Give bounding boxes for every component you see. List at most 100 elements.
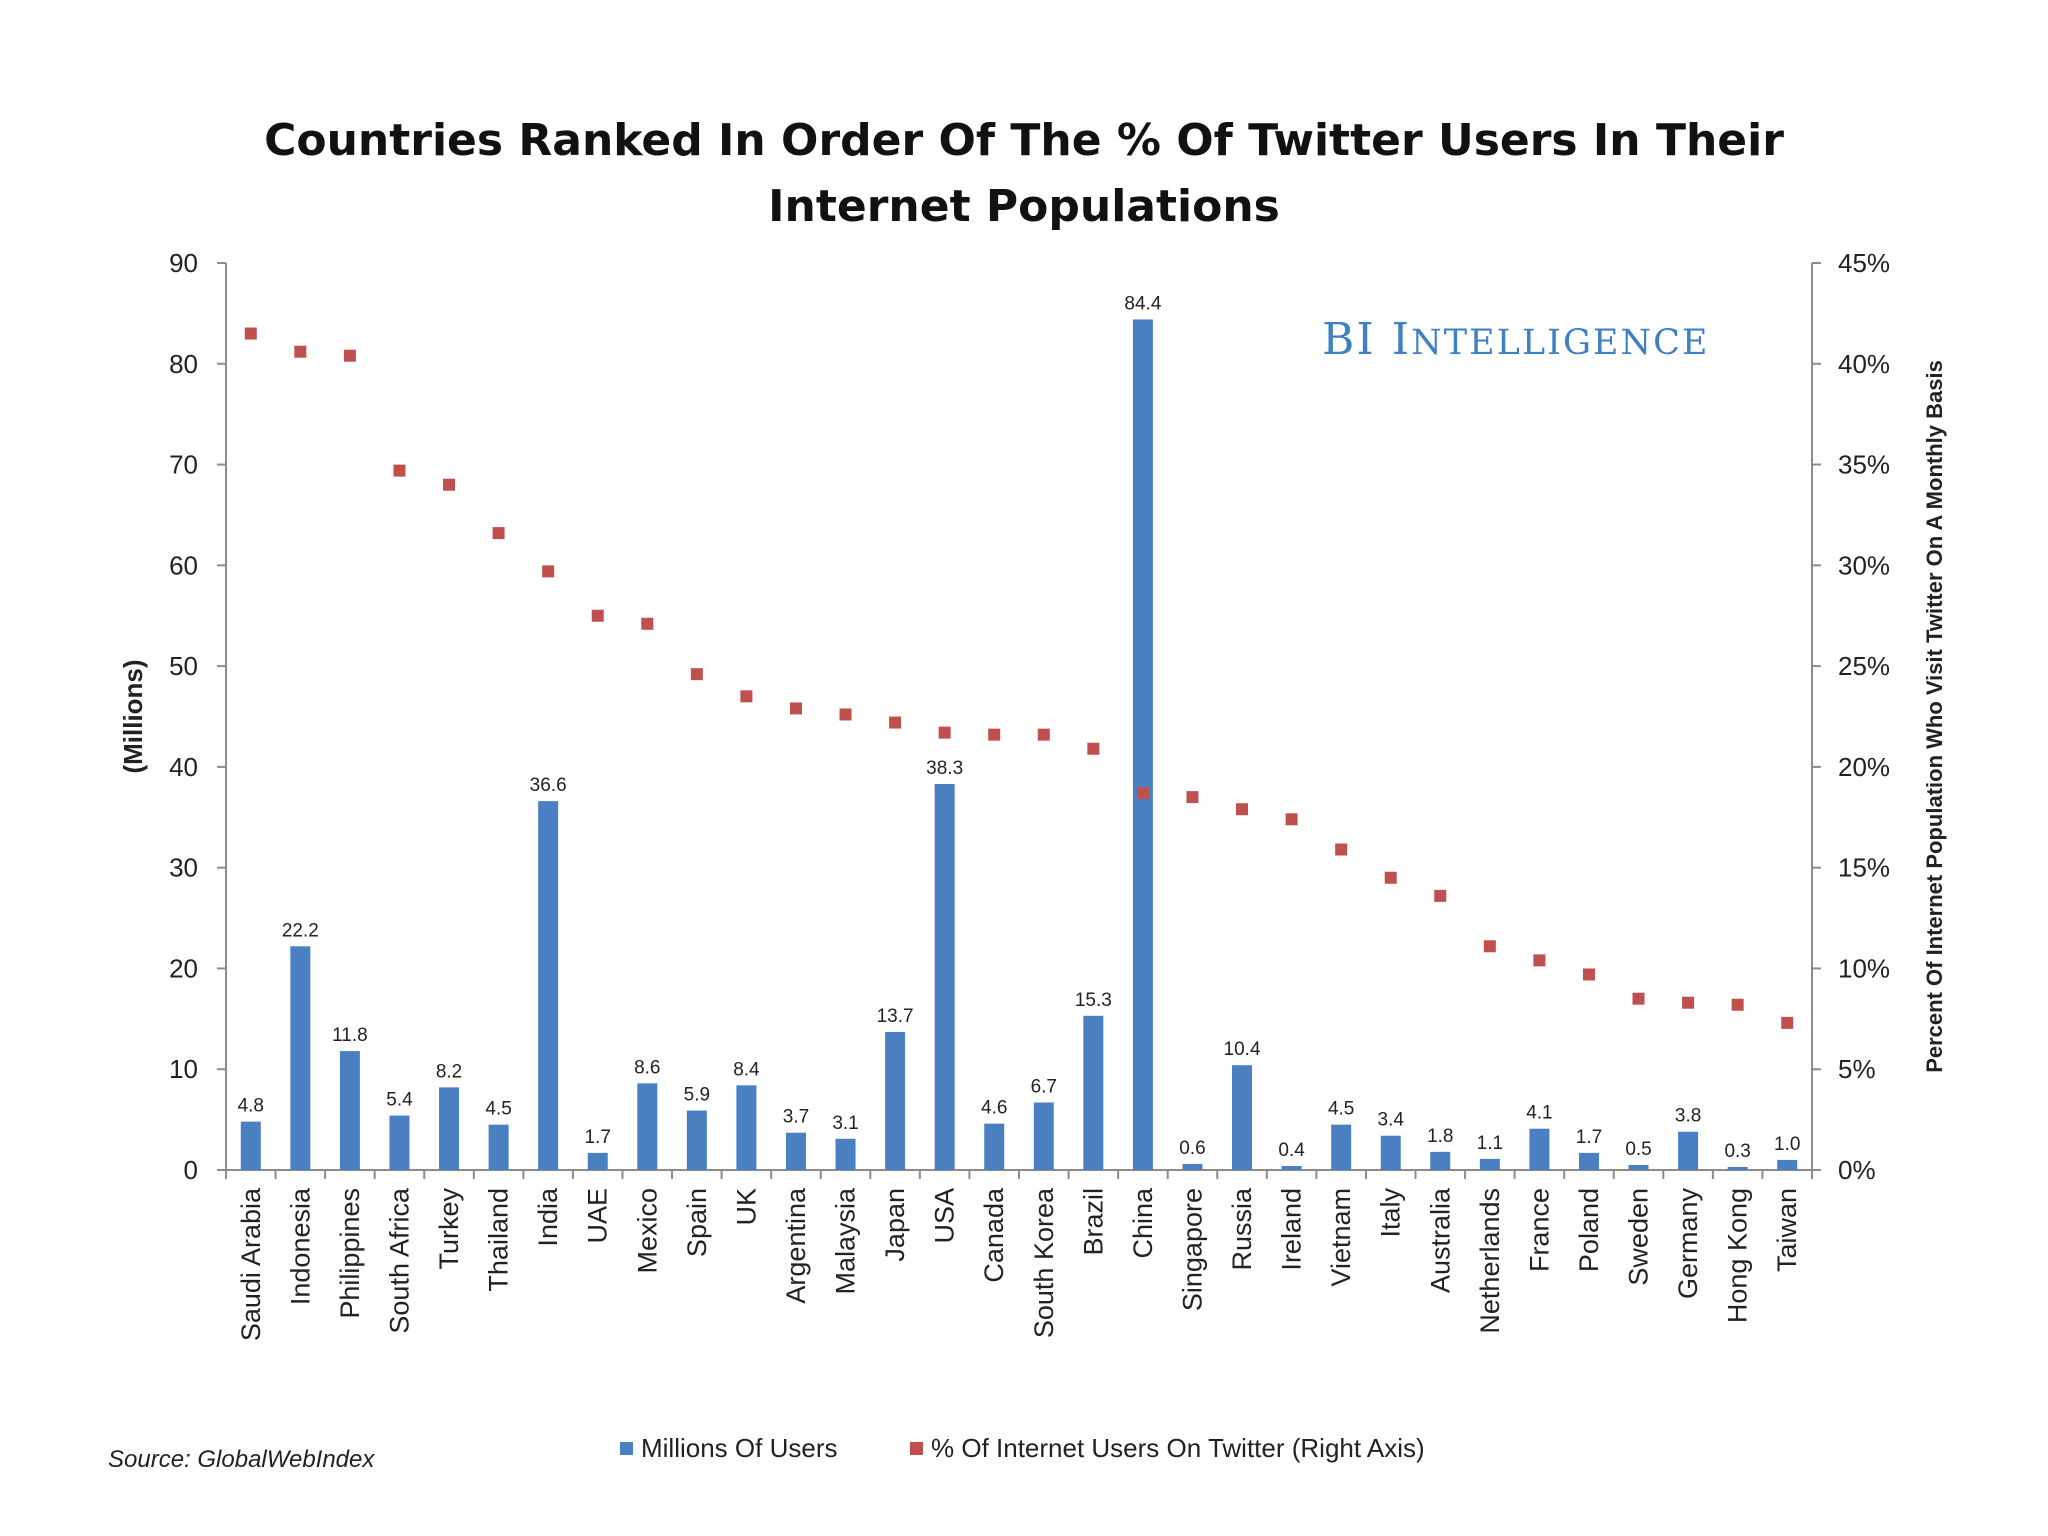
point-argentina <box>789 702 802 715</box>
y2-tick-label: 45% <box>1838 248 1890 278</box>
point-brazil <box>1087 742 1100 755</box>
bar-netherlands <box>1479 1158 1500 1170</box>
y2-tick-label: 40% <box>1838 349 1890 379</box>
point-ireland <box>1285 813 1298 826</box>
bar-value-label: 4.8 <box>238 1096 264 1117</box>
x-tick-label: Canada <box>979 1187 1009 1283</box>
bar-value-label: 1.0 <box>1774 1134 1800 1155</box>
bar-value-label: 5.4 <box>386 1090 413 1111</box>
bar-value-label: 3.4 <box>1378 1110 1405 1131</box>
point-sweden <box>1632 992 1645 1005</box>
point-spain <box>690 668 703 681</box>
bar-poland <box>1578 1152 1599 1170</box>
x-tick-label: China <box>1128 1187 1158 1259</box>
x-tick-label: Spain <box>682 1188 712 1257</box>
x-tick-label: Italy <box>1376 1188 1406 1238</box>
chart-title-line-1: Countries Ranked In Order Of The % Of Tw… <box>264 115 1784 166</box>
x-tick-label: Sweden <box>1624 1188 1654 1286</box>
y-tick-label: 50 <box>169 651 198 681</box>
point-philippines <box>343 349 356 362</box>
x-tick-label: France <box>1524 1188 1554 1272</box>
point-russia <box>1236 803 1249 816</box>
bar-uk <box>736 1085 757 1170</box>
bar-value-label: 6.7 <box>1031 1076 1057 1097</box>
bar-value-label: 5.9 <box>684 1085 710 1106</box>
point-usa <box>938 726 951 739</box>
bar-germany <box>1678 1131 1699 1170</box>
bar-saudi-arabia <box>240 1121 261 1170</box>
bar-value-label: 4.5 <box>485 1099 511 1120</box>
point-malaysia <box>839 708 852 721</box>
bar-value-label: 0.4 <box>1278 1140 1305 1161</box>
point-south-korea <box>1037 728 1050 741</box>
y-tick-label: 40 <box>169 752 198 782</box>
x-tick-label: South Africa <box>384 1187 414 1334</box>
y-tick-label: 60 <box>169 550 198 580</box>
point-indonesia <box>294 345 307 358</box>
bar-value-label: 3.1 <box>832 1113 858 1134</box>
x-tick-label: Brazil <box>1078 1188 1108 1256</box>
x-tick-label: Ireland <box>1277 1188 1307 1271</box>
x-tick-label: Malaysia <box>831 1187 861 1295</box>
bar-usa <box>934 784 955 1170</box>
y2-tick-label: 5% <box>1838 1054 1876 1084</box>
x-tick-label: Indonesia <box>285 1187 315 1305</box>
x-tick-label: South Korea <box>1029 1187 1059 1338</box>
bar-vietnam <box>1331 1124 1352 1170</box>
point-singapore <box>1186 791 1199 804</box>
point-germany <box>1682 996 1695 1009</box>
chart-title-line-2: Internet Populations <box>768 181 1280 232</box>
point-india <box>542 565 555 578</box>
bar-value-label: 8.4 <box>733 1059 760 1080</box>
bar-india <box>538 801 559 1170</box>
chart-title: Countries Ranked In Order Of The % Of Tw… <box>0 108 2048 240</box>
legend-label-users: Millions Of Users <box>641 1433 838 1463</box>
y2-axis-title: Percent Of Internet Population Who Visit… <box>1922 360 1947 1073</box>
x-tick-label: Vietnam <box>1326 1188 1356 1287</box>
bar-thailand <box>488 1124 509 1170</box>
y-tick-label: 30 <box>169 853 198 883</box>
bar-taiwan <box>1777 1159 1798 1170</box>
bar-japan <box>885 1031 906 1170</box>
bar-value-label: 0.5 <box>1625 1139 1651 1160</box>
bar-argentina <box>785 1132 806 1170</box>
bar-brazil <box>1083 1015 1104 1170</box>
x-tick-label: Netherlands <box>1475 1188 1505 1334</box>
bar-south-africa <box>389 1115 410 1170</box>
bar-value-label: 1.7 <box>585 1127 611 1148</box>
bar-hong-kong <box>1727 1166 1748 1170</box>
x-tick-label: India <box>533 1187 563 1247</box>
y-axis-title: (Millions) <box>118 659 148 773</box>
x-tick-label: Philippines <box>335 1188 365 1319</box>
x-tick-label: Russia <box>1227 1187 1257 1271</box>
bar-value-label: 0.6 <box>1179 1138 1205 1159</box>
bar-russia <box>1232 1065 1253 1170</box>
x-tick-label: Taiwan <box>1772 1188 1802 1272</box>
point-australia <box>1434 889 1447 902</box>
bar-south-korea <box>1033 1102 1054 1170</box>
bar-france <box>1529 1128 1550 1170</box>
bar-value-label: 0.3 <box>1724 1141 1750 1162</box>
bar-value-label: 8.2 <box>436 1061 462 1082</box>
x-tick-label: UK <box>731 1188 761 1226</box>
x-tick-label: Japan <box>880 1188 910 1262</box>
bar-value-label: 11.8 <box>332 1025 368 1046</box>
point-canada <box>988 728 1001 741</box>
point-turkey <box>443 478 456 491</box>
source-note: Source: GlobalWebIndex <box>108 1446 375 1473</box>
bar-spain <box>686 1110 707 1170</box>
bar-indonesia <box>290 946 311 1170</box>
bar-value-label: 4.1 <box>1526 1103 1552 1124</box>
x-tick-label: Saudi Arabia <box>236 1187 266 1341</box>
bar-value-label: 13.7 <box>877 1006 914 1027</box>
bar-value-label: 38.3 <box>926 758 963 779</box>
bar-value-label: 84.4 <box>1124 293 1161 314</box>
bi-intelligence-logo: BI INTELLIGENCE <box>1322 314 1710 365</box>
y2-tick-label: 0% <box>1838 1155 1876 1185</box>
bar-value-label: 22.2 <box>282 920 319 941</box>
legend-label-percent: % Of Internet Users On Twitter (Right Ax… <box>931 1433 1425 1463</box>
y-tick-label: 90 <box>169 248 198 278</box>
x-tick-label: USA <box>930 1188 960 1244</box>
bar-malaysia <box>835 1138 856 1170</box>
